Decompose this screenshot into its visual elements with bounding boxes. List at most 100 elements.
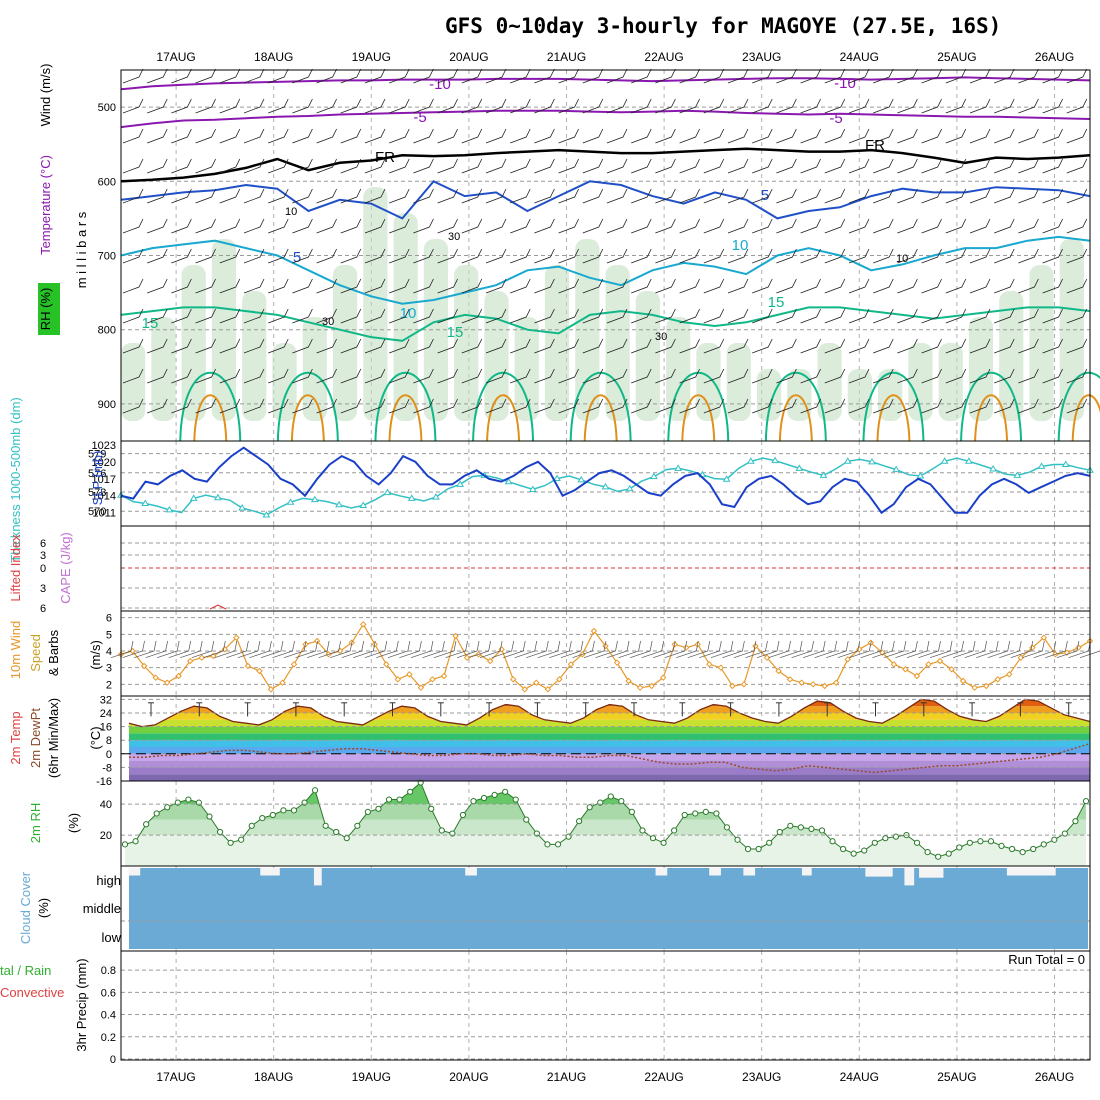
wind10m-axis-label-1: 10m Wind [8,621,23,680]
cloud-level-label: middle [83,901,121,916]
wind-barb [485,308,507,324]
wind-barb [292,158,313,174]
wind-barb [413,68,434,84]
temp-band [129,747,1090,754]
wind-barb [727,188,749,204]
wind-barb [195,218,216,234]
wind-barb [945,188,967,204]
rh-shading [544,265,570,421]
wind-barb [897,68,918,84]
wind-barb [848,338,870,354]
wind-barb [945,68,967,84]
wind-barb [994,368,1015,384]
wind-barb [1018,188,1039,204]
wind-barb [1042,218,1063,234]
wind-barb [631,368,652,384]
isotherm-20-hump [667,371,730,442]
temp-band [129,753,1090,761]
li-tick: 3 [40,583,46,595]
wind-barb [268,158,289,174]
wind-barb [1042,68,1063,84]
wind-barb [655,278,676,294]
wind-barb [461,398,483,414]
wind-barb [558,338,579,354]
rh-shading [696,343,721,421]
wind-barb [969,278,991,294]
wind-barb [461,128,483,144]
rh2m-marker [924,848,931,856]
wind10m-barb [503,640,526,658]
wind-barb [461,308,483,324]
wind-tick: 2 [106,679,112,691]
rh2m-marker [913,839,921,846]
wind-barb [268,218,289,234]
rh2m-marker [1030,845,1037,853]
wind10m-barb [860,640,884,658]
thickness-marker [432,493,440,500]
li-marker [209,604,227,610]
rh-shading [787,369,812,421]
wind-barb [921,278,942,294]
thickness-tick: 576 [88,468,106,480]
wind-barb [873,248,894,264]
isotherm-15 [120,306,1091,342]
rh-shading [302,317,327,421]
wind-barb [292,68,313,84]
wind-barb [727,278,749,294]
wind10m-barb [999,640,1022,658]
wind-barb [752,368,773,384]
wind-barb [776,188,797,204]
wind10m-marker [279,679,286,686]
wind10m-barb [756,640,780,658]
wind10m-marker [740,681,748,688]
isotherm-5 [120,180,1091,220]
wind-barb [461,248,483,264]
wind-barb [848,278,870,294]
wind-barb [364,338,386,354]
wind-barb [534,248,555,264]
wind-barb [655,398,676,414]
wind-barb [195,248,216,264]
isotherm-20-hump [179,371,242,442]
wind-barb [340,218,362,234]
wind-barb [606,368,628,384]
wind-barb [703,188,725,204]
cloud-gap [128,868,141,876]
wind-barb [147,158,168,174]
wind-barb [824,338,846,354]
wind-barb [195,368,216,384]
wind-barb [824,368,846,384]
rh2m-marker [734,836,741,843]
wind10m-barb [526,640,549,658]
wind-barb [994,338,1015,354]
wind-barb [703,308,725,324]
wind-barb [727,98,749,114]
wind10m-marker [729,682,736,690]
isotherm-label: 15 [768,294,785,311]
wind-barb [1042,338,1063,354]
thickness-marker [1037,462,1046,469]
wind-barb [921,248,942,264]
rh2m-marker [840,845,847,853]
wind-barb [340,98,362,114]
wind10m-marker [383,661,390,668]
wind-barb [534,308,555,324]
isotherm-label: -5 [413,109,426,126]
day-label-bottom: 19AUG [352,1070,391,1084]
wind-barb [292,398,313,414]
temp-band [129,760,1090,768]
day-label-top: 22AUG [644,50,683,64]
rh-shading [666,317,691,421]
chart-title: GFS 0~10day 3-hourly for MAGOYE (27.5E, … [445,14,1001,38]
wind-barb [485,218,507,234]
wind-barb [171,308,192,324]
wind-barb [147,368,168,384]
thickness-marker [383,488,392,496]
temp-tick: 24 [100,708,112,720]
wind-barb [848,308,870,324]
wind-barb [655,368,676,384]
thickness-marker [650,472,658,480]
temp-tick: -8 [102,762,112,774]
wind-barb [921,158,942,174]
